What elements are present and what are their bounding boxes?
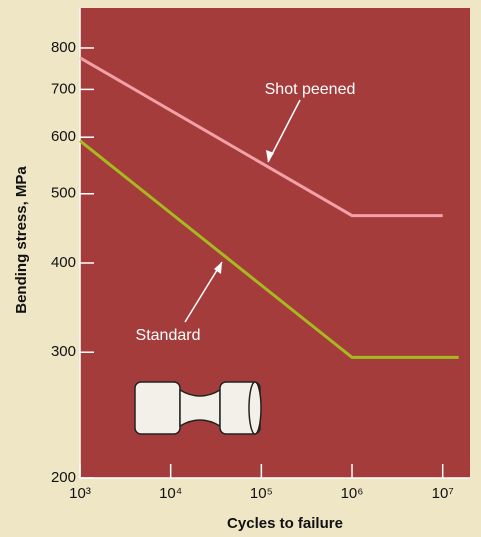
y-tick-label: 400 [51, 254, 76, 271]
x-tick-label: 10⁷ [432, 485, 454, 502]
page: Bending stress, MPa Cycles to failure 20… [0, 0, 481, 537]
y-axis-label: Bending stress, MPa [13, 166, 30, 314]
series-label: Shot peened [265, 81, 356, 98]
x-tick-label: 10⁶ [341, 485, 364, 502]
y-tick-label: 300 [51, 343, 76, 360]
y-tick-label: 600 [51, 128, 76, 145]
x-tick-label: 10⁵ [250, 485, 273, 502]
y-tick-label: 200 [51, 469, 76, 486]
y-tick-label: 800 [51, 39, 76, 56]
series-label: Standard [136, 327, 201, 344]
x-axis-label: Cycles to failure [227, 515, 343, 532]
x-tick-label: 10³ [69, 485, 91, 502]
chart: Bending stress, MPa Cycles to failure 20… [0, 0, 481, 537]
y-tick-label: 700 [51, 80, 76, 97]
y-tick-label: 500 [51, 185, 76, 202]
x-tick-label: 10⁴ [159, 485, 182, 502]
